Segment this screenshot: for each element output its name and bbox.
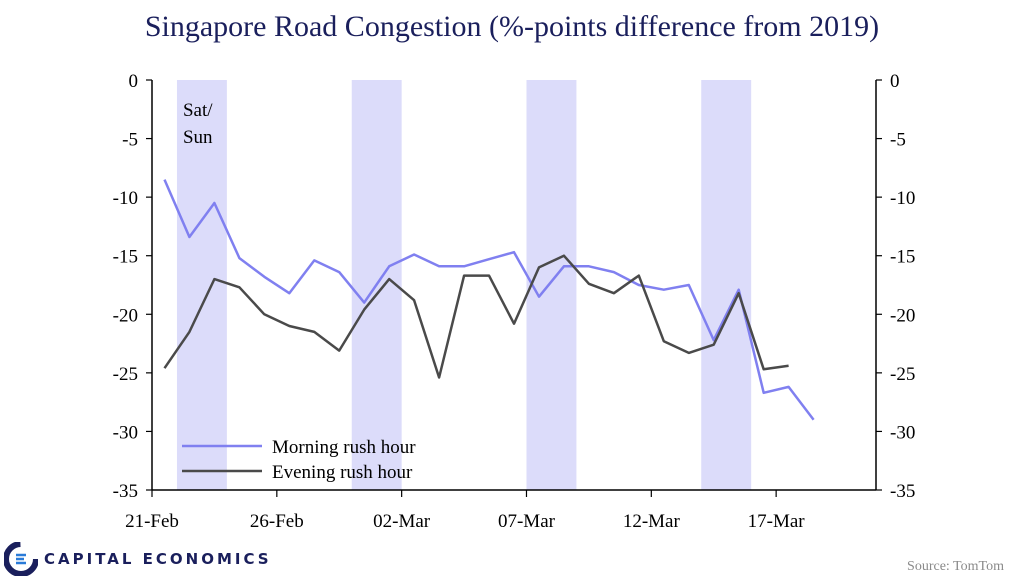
y-tick-label-left: -20 <box>113 305 138 326</box>
x-tick-label: 21-Feb <box>125 511 179 532</box>
y-tick-label-left: -30 <box>113 422 138 443</box>
legend-label: Evening rush hour <box>272 462 413 483</box>
y-tick-label-left: -25 <box>113 364 138 385</box>
source-note: Source: TomTom <box>907 559 1004 574</box>
capital-economics-logo-icon <box>4 542 38 576</box>
x-tick-label: 07-Mar <box>498 511 556 532</box>
x-tick-label: 17-Mar <box>748 511 806 532</box>
x-tick-label: 12-Mar <box>623 511 681 532</box>
weekend-band-2 <box>526 80 577 490</box>
y-tick-label-right: 0 <box>890 71 900 92</box>
y-tick-label-right: -15 <box>890 247 915 268</box>
y-tick-label-left: -5 <box>122 130 138 151</box>
tick-labels: Sat/Sun 0 0 -5 -5 -10 -10 -15 -15 -20 -20 -25 -25 -30… <box>113 71 916 532</box>
y-tick-label-left: -35 <box>113 481 138 502</box>
y-tick-label-right: -35 <box>890 481 915 502</box>
y-tick-label-right: -25 <box>890 364 915 385</box>
legend-label: Morning rush hour <box>272 437 416 458</box>
weekend-band-3 <box>701 80 752 490</box>
chart-title: Singapore Road Congestion (%-points diff… <box>144 10 880 43</box>
y-tick-label-right: -5 <box>890 130 906 151</box>
brand-logo: CAPITAL ECONOMICS <box>4 539 272 579</box>
y-tick-label-left: -10 <box>113 188 138 209</box>
y-tick-label-right: -10 <box>890 188 915 209</box>
x-tick-label: 02-Mar <box>373 511 431 532</box>
series-line-morning <box>163 179 815 421</box>
weekend-label-line: Sat/ <box>183 100 213 121</box>
series-line-evening <box>163 254 789 379</box>
y-tick-label-right: -30 <box>890 422 915 443</box>
legend: Morning rush hour Evening rush hour <box>182 437 416 483</box>
y-tick-label-left: 0 <box>129 71 139 92</box>
axes <box>146 79 882 497</box>
y-tick-label-right: -20 <box>890 305 915 326</box>
series-lines <box>163 179 815 421</box>
weekend-bands <box>176 80 752 490</box>
y-tick-label-left: -15 <box>113 247 138 268</box>
weekend-label-line: Sun <box>183 127 213 148</box>
brand-name: CAPITAL ECONOMICS <box>44 550 272 568</box>
x-tick-label: 26-Feb <box>250 511 304 532</box>
weekend-band-0 <box>176 80 227 490</box>
